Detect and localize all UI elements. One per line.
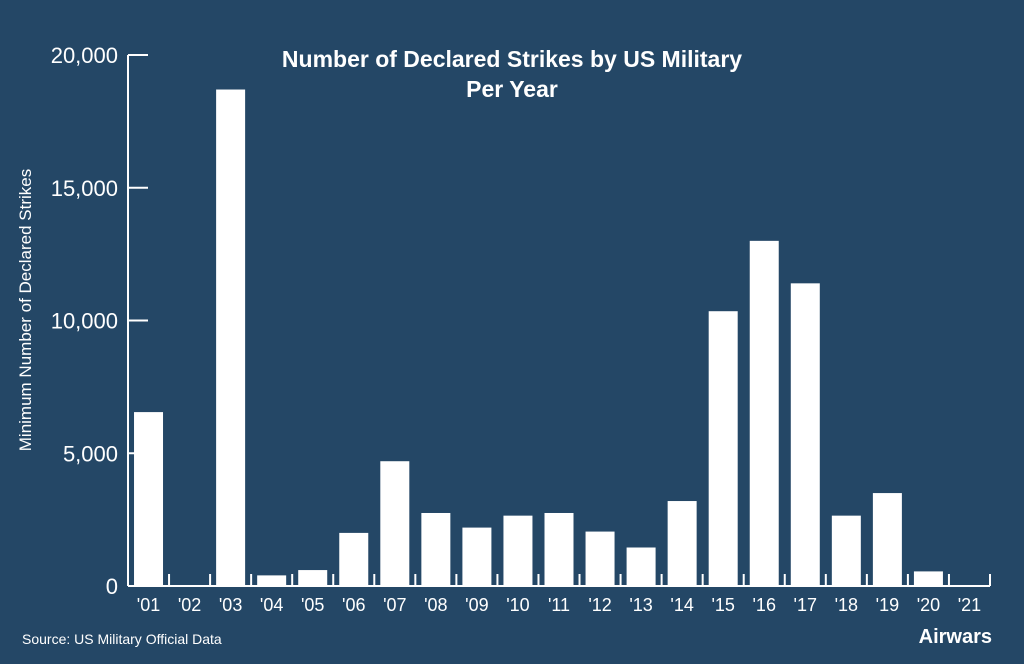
x-tick-label: '19	[876, 595, 899, 615]
source-note: Source: US Military Official Data	[22, 631, 222, 647]
bar	[626, 547, 656, 586]
x-tick-label: '04	[260, 595, 283, 615]
chart-title: Number of Declared Strikes by US Militar…	[281, 46, 743, 72]
bar	[913, 571, 943, 586]
x-tick-label: '08	[424, 595, 447, 615]
x-tick-label: '05	[301, 595, 324, 615]
x-tick-label: '18	[835, 595, 858, 615]
bar	[380, 461, 410, 586]
bar	[831, 515, 861, 586]
x-tick-label: '07	[383, 595, 406, 615]
bar	[339, 532, 369, 586]
x-tick-label: '13	[629, 595, 652, 615]
chart-subtitle: Per Year	[466, 76, 558, 102]
x-tick-label: '21	[958, 595, 981, 615]
bar	[134, 412, 164, 586]
bar	[708, 311, 738, 586]
bar	[749, 240, 779, 586]
brand-logo-text: Airwars	[918, 626, 992, 648]
y-tick-label: 20,000	[51, 43, 118, 68]
y-tick-label: 5,000	[63, 441, 118, 466]
x-tick-label: '16	[753, 595, 776, 615]
bar	[462, 527, 492, 586]
x-tick-label: '17	[794, 595, 817, 615]
x-tick-label: '15	[711, 595, 734, 615]
bar	[421, 512, 451, 586]
x-tick-label: '11	[548, 595, 570, 615]
bar	[872, 493, 902, 586]
bar	[544, 512, 574, 586]
bar	[790, 283, 820, 586]
bar	[257, 575, 287, 586]
x-tick-label: '10	[506, 595, 529, 615]
y-tick-label: 10,000	[51, 309, 118, 334]
bar	[298, 570, 328, 586]
y-tick-label: 15,000	[51, 176, 118, 201]
x-tick-label: '01	[137, 595, 160, 615]
x-tick-label: '03	[219, 595, 242, 615]
x-tick-label: '14	[670, 595, 693, 615]
bar	[585, 531, 615, 586]
x-tick-label: '06	[342, 595, 365, 615]
bar	[667, 501, 697, 586]
y-tick-label: 0	[106, 574, 118, 599]
bar	[216, 89, 246, 586]
bar	[503, 515, 533, 586]
x-tick-label: '02	[178, 595, 201, 615]
x-tick-label: '12	[588, 595, 611, 615]
x-tick-label: '09	[465, 595, 488, 615]
x-tick-label: '20	[917, 595, 940, 615]
